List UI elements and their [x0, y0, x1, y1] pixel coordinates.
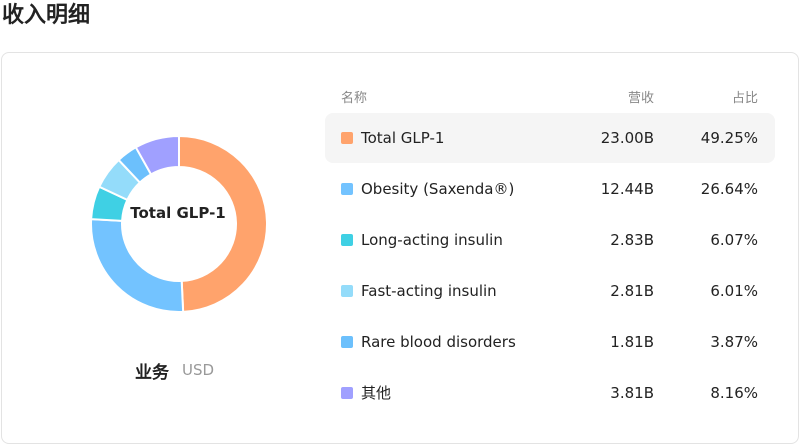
- pie-slice: [90, 218, 185, 313]
- row-revenue: 12.44B: [600, 180, 654, 198]
- row-percent: 3.87%: [710, 333, 758, 351]
- row-percent: 8.16%: [710, 384, 758, 402]
- legend-swatch: [341, 387, 353, 399]
- legend-swatch: [341, 285, 353, 297]
- row-percent: 6.07%: [710, 231, 758, 249]
- row-percent: 49.25%: [700, 129, 758, 147]
- row-revenue: 2.81B: [610, 282, 654, 300]
- pie-slice: [178, 134, 268, 313]
- column-header: 占比: [731, 91, 758, 106]
- row-revenue: 1.81B: [610, 333, 654, 351]
- legend-swatch: [341, 234, 353, 246]
- column-header: 名称: [341, 91, 368, 106]
- row-revenue: 23.00B: [600, 129, 654, 147]
- row-name: Long-acting insulin: [361, 231, 503, 249]
- row-revenue: 3.81B: [610, 384, 654, 402]
- legend-swatch: [341, 132, 353, 144]
- row-name: Fast-acting insulin: [361, 282, 497, 300]
- caption: 业务: [135, 363, 169, 383]
- pie-slice: [134, 134, 180, 176]
- row-name: Total GLP-1: [361, 129, 445, 147]
- row-name: 其他: [361, 384, 392, 402]
- row-revenue: 2.83B: [610, 231, 654, 249]
- row-percent: 6.01%: [710, 282, 758, 300]
- legend-swatch: [341, 183, 353, 195]
- center-label: Total GLP-1: [130, 204, 226, 222]
- page-title: 收入明细: [2, 3, 91, 28]
- legend-swatch: [341, 336, 353, 348]
- row-highlight: [325, 113, 775, 163]
- row-name: Rare blood disorders: [361, 333, 516, 351]
- column-header: 营收: [627, 91, 654, 106]
- row-name: Obesity (Saxenda®): [361, 180, 515, 198]
- unit: USD: [182, 361, 215, 379]
- row-percent: 26.64%: [700, 180, 758, 198]
